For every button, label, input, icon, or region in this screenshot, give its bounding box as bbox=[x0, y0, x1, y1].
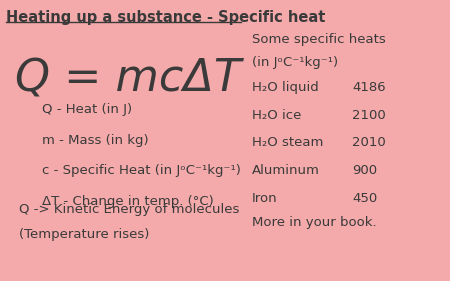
Text: Q -> Kinetic Energy of molecules: Q -> Kinetic Energy of molecules bbox=[19, 203, 240, 216]
Text: 450: 450 bbox=[352, 192, 378, 205]
Text: (in JᵒC⁻¹kg⁻¹): (in JᵒC⁻¹kg⁻¹) bbox=[252, 56, 338, 69]
Text: (Temperature rises): (Temperature rises) bbox=[19, 228, 150, 241]
Text: H₂O liquid: H₂O liquid bbox=[252, 81, 319, 94]
Text: 2100: 2100 bbox=[352, 108, 386, 121]
Text: Iron: Iron bbox=[252, 192, 278, 205]
Text: Heating up a substance - Specific heat: Heating up a substance - Specific heat bbox=[6, 10, 325, 25]
Text: Q - Heat (in J): Q - Heat (in J) bbox=[42, 103, 132, 116]
Text: c - Specific Heat (in JᵒC⁻¹kg⁻¹): c - Specific Heat (in JᵒC⁻¹kg⁻¹) bbox=[42, 164, 240, 177]
Text: ΔT - Change in temp. (°C): ΔT - Change in temp. (°C) bbox=[42, 195, 213, 208]
Text: 4186: 4186 bbox=[352, 81, 386, 94]
Text: More in your book.: More in your book. bbox=[252, 216, 377, 229]
Text: H₂O steam: H₂O steam bbox=[252, 136, 323, 149]
Text: Aluminum: Aluminum bbox=[252, 164, 320, 177]
Text: H₂O ice: H₂O ice bbox=[252, 108, 301, 121]
Text: m - Mass (in kg): m - Mass (in kg) bbox=[42, 133, 148, 147]
Text: Q = mcΔT: Q = mcΔT bbox=[15, 57, 241, 100]
Text: 2010: 2010 bbox=[352, 136, 386, 149]
Text: Some specific heats: Some specific heats bbox=[252, 33, 386, 46]
Text: 900: 900 bbox=[352, 164, 378, 177]
